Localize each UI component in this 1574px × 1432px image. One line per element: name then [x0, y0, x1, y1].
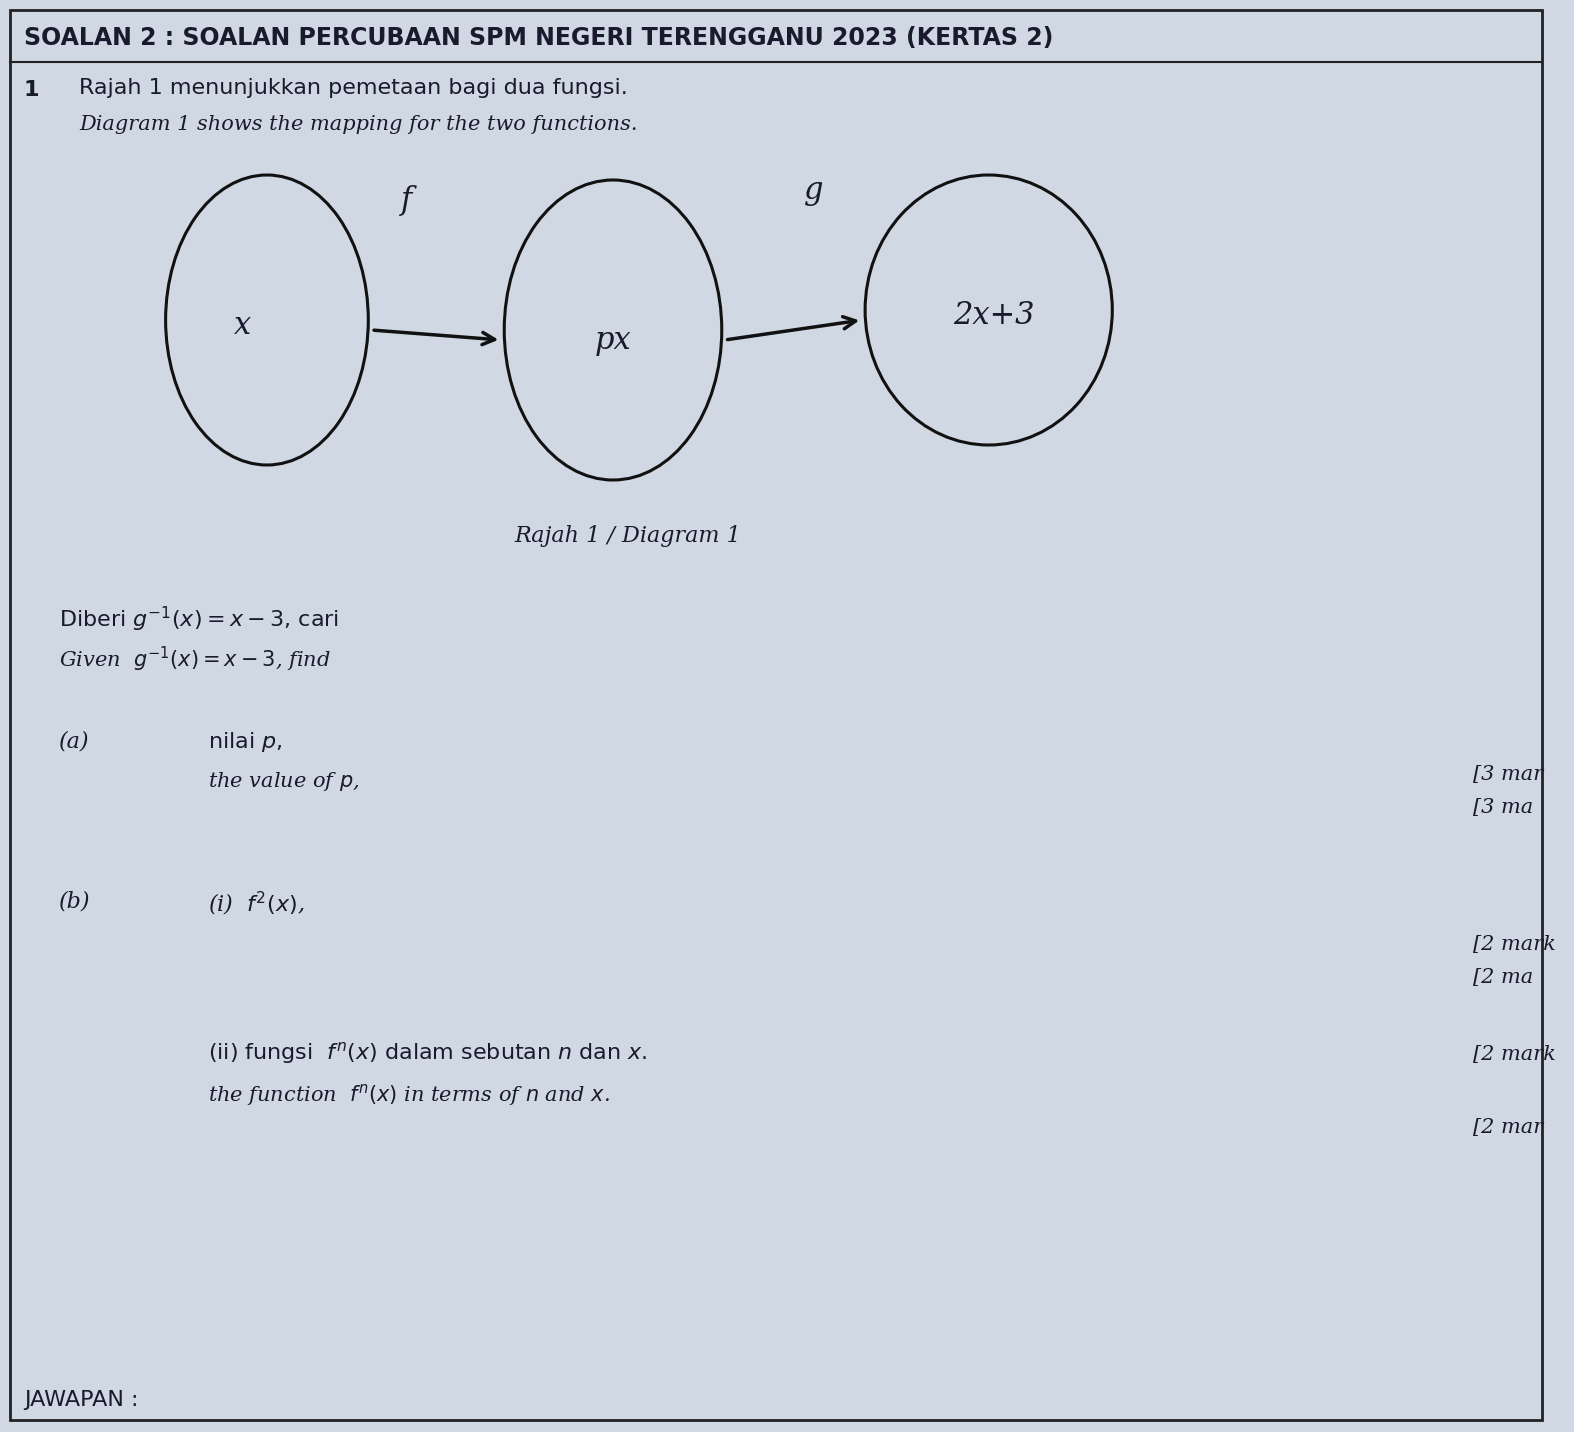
Text: 2x+3: 2x+3 [952, 299, 1034, 331]
Text: Rajah 1 / Diagram 1: Rajah 1 / Diagram 1 [515, 526, 741, 547]
Text: 1: 1 [24, 80, 39, 100]
Text: [2 ma: [2 ma [1473, 968, 1533, 987]
Text: g: g [803, 175, 823, 206]
Text: [2 mark: [2 mark [1473, 1045, 1557, 1064]
Ellipse shape [165, 175, 368, 465]
Text: Given  $g^{-1}(x)=x-3$, find: Given $g^{-1}(x)=x-3$, find [60, 644, 331, 674]
FancyBboxPatch shape [9, 10, 1543, 1421]
Text: [3 mar: [3 mar [1473, 765, 1544, 783]
Text: px: px [595, 325, 631, 355]
Text: (a): (a) [60, 730, 90, 752]
Ellipse shape [866, 175, 1113, 445]
Text: (b): (b) [60, 891, 91, 912]
Text: [2 mar: [2 mar [1473, 1118, 1544, 1137]
Text: SOALAN 2 : SOALAN PERCUBAAN SPM NEGERI TERENGGANU 2023 (KERTAS 2): SOALAN 2 : SOALAN PERCUBAAN SPM NEGERI T… [24, 26, 1053, 50]
Text: Diagram 1 shows the mapping for the two functions.: Diagram 1 shows the mapping for the two … [79, 115, 637, 135]
Text: Rajah 1 menunjukkan pemetaan bagi dua fungsi.: Rajah 1 menunjukkan pemetaan bagi dua fu… [79, 77, 628, 97]
Text: JAWAPAN :: JAWAPAN : [24, 1390, 139, 1411]
Text: (i)  $f^{2}(x)$,: (i) $f^{2}(x)$, [208, 891, 304, 918]
Text: Diberi $g^{-1}(x)=x-3$, cari: Diberi $g^{-1}(x)=x-3$, cari [60, 604, 340, 634]
Ellipse shape [504, 180, 722, 480]
Text: the value of $p$,: the value of $p$, [208, 770, 359, 793]
Text: (ii) fungsi  $f^{n}(x)$ dalam sebutan $n$ dan $x$.: (ii) fungsi $f^{n}(x)$ dalam sebutan $n$… [208, 1040, 647, 1065]
Text: [2 mark: [2 mark [1473, 935, 1557, 954]
Text: [3 ma: [3 ma [1473, 798, 1533, 818]
Text: f: f [401, 185, 412, 215]
Text: x: x [233, 309, 250, 341]
Text: nilai $p$,: nilai $p$, [208, 730, 282, 755]
Text: the function  $f^{n}(x)$ in terms of $n$ and $x$.: the function $f^{n}(x)$ in terms of $n$ … [208, 1083, 609, 1108]
